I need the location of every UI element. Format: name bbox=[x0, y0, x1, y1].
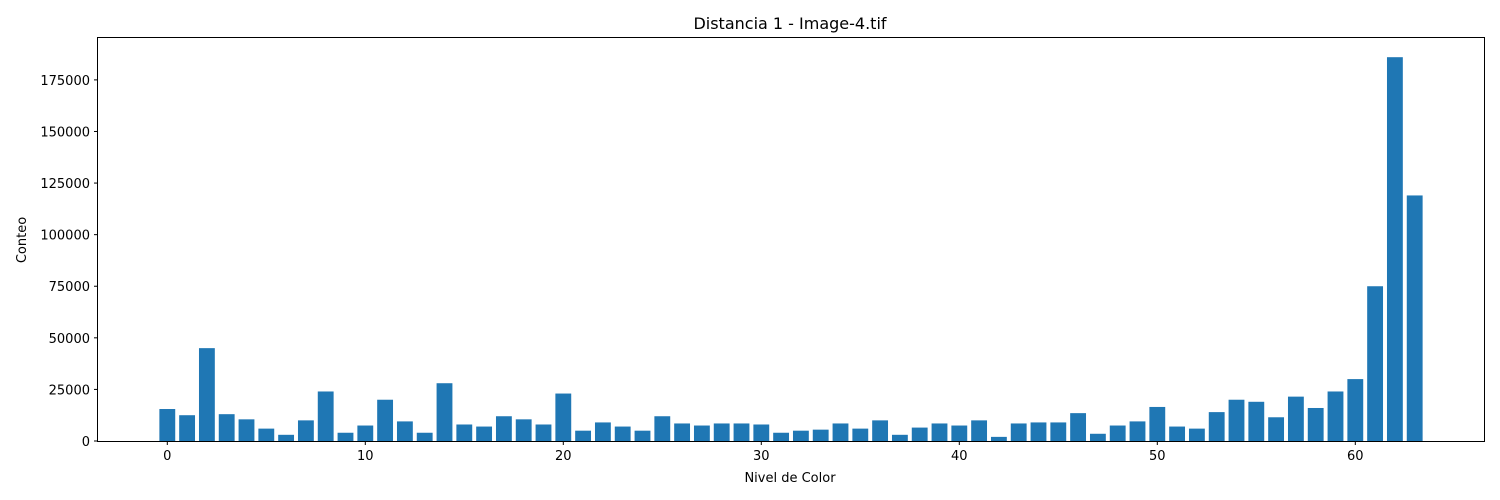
bar-31 bbox=[773, 433, 789, 441]
bar-1 bbox=[179, 415, 195, 441]
bar-51 bbox=[1169, 427, 1185, 441]
bar-26 bbox=[674, 423, 690, 441]
bar-41 bbox=[971, 420, 987, 441]
bar-35 bbox=[852, 429, 868, 441]
bar-29 bbox=[734, 423, 750, 441]
bar-33 bbox=[813, 430, 829, 441]
bar-10 bbox=[357, 426, 373, 441]
bar-16 bbox=[476, 427, 492, 441]
x-tick-label: 20 bbox=[555, 449, 572, 464]
bar-42 bbox=[991, 437, 1007, 441]
bar-43 bbox=[1011, 423, 1027, 441]
bar-7 bbox=[298, 420, 314, 441]
bar-25 bbox=[654, 416, 670, 441]
bar-11 bbox=[377, 400, 393, 441]
bar-15 bbox=[456, 424, 472, 441]
bar-38 bbox=[912, 428, 928, 441]
bar-28 bbox=[714, 423, 730, 441]
y-tick-label: 0 bbox=[82, 435, 90, 450]
x-tick-label: 10 bbox=[357, 449, 374, 464]
bar-27 bbox=[694, 426, 710, 441]
bar-24 bbox=[635, 431, 651, 441]
y-tick-label: 50000 bbox=[49, 332, 90, 347]
bar-46 bbox=[1070, 413, 1086, 441]
y-axis-label: Conteo bbox=[15, 217, 30, 263]
bar-60 bbox=[1347, 379, 1363, 441]
bar-40 bbox=[951, 426, 967, 441]
bar-17 bbox=[496, 416, 512, 441]
y-tick-label: 125000 bbox=[40, 177, 90, 192]
x-tick-label: 50 bbox=[1149, 449, 1166, 464]
bar-56 bbox=[1268, 417, 1284, 441]
bar-6 bbox=[278, 435, 294, 441]
bar-9 bbox=[338, 433, 354, 441]
bar-34 bbox=[833, 423, 849, 441]
y-tick-label: 25000 bbox=[49, 383, 90, 398]
bar-55 bbox=[1248, 402, 1264, 441]
bar-54 bbox=[1229, 400, 1245, 441]
y-tick-label: 175000 bbox=[40, 74, 90, 89]
bar-44 bbox=[1031, 422, 1047, 441]
bar-52 bbox=[1189, 429, 1205, 441]
bar-13 bbox=[417, 433, 433, 441]
x-tick-label: 0 bbox=[163, 449, 171, 464]
bar-48 bbox=[1110, 426, 1126, 441]
x-tick-label: 30 bbox=[753, 449, 770, 464]
bar-58 bbox=[1308, 408, 1324, 441]
bar-30 bbox=[753, 424, 769, 441]
bar-19 bbox=[536, 424, 552, 441]
bar-47 bbox=[1090, 434, 1106, 441]
chart-title: Distancia 1 - Image-4.tif bbox=[693, 14, 886, 33]
y-tick-label: 100000 bbox=[40, 229, 90, 244]
bar-0 bbox=[159, 409, 175, 441]
x-tick-label: 40 bbox=[951, 449, 968, 464]
bar-62 bbox=[1387, 57, 1403, 441]
bar-36 bbox=[872, 420, 888, 441]
bar-12 bbox=[397, 421, 413, 441]
bar-3 bbox=[219, 414, 235, 441]
bar-14 bbox=[437, 383, 453, 441]
bar-57 bbox=[1288, 397, 1304, 441]
bar-8 bbox=[318, 391, 334, 441]
bar-5 bbox=[258, 429, 274, 441]
bar-45 bbox=[1050, 422, 1066, 441]
bar-20 bbox=[555, 394, 571, 441]
bar-4 bbox=[239, 419, 255, 441]
bar-32 bbox=[793, 431, 809, 441]
bar-49 bbox=[1130, 421, 1146, 441]
bar-59 bbox=[1328, 391, 1344, 441]
bar-37 bbox=[892, 435, 908, 441]
bar-39 bbox=[932, 423, 948, 441]
bar-50 bbox=[1149, 407, 1165, 441]
x-axis-label: Nivel de Color bbox=[744, 471, 836, 486]
bar-63 bbox=[1407, 195, 1423, 441]
bar-2 bbox=[199, 348, 215, 441]
bar-22 bbox=[595, 422, 611, 441]
bar-61 bbox=[1367, 286, 1383, 441]
x-tick-label: 60 bbox=[1347, 449, 1364, 464]
y-tick-label: 75000 bbox=[49, 280, 90, 295]
y-tick-label: 150000 bbox=[40, 125, 90, 140]
bar-23 bbox=[615, 427, 631, 441]
bar-21 bbox=[575, 431, 591, 441]
bar-53 bbox=[1209, 412, 1225, 441]
bar-18 bbox=[516, 419, 532, 441]
